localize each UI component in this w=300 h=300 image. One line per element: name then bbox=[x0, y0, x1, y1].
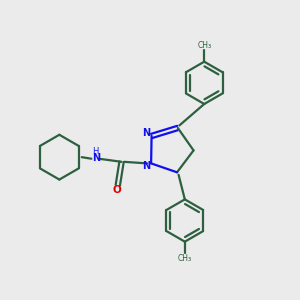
Text: H: H bbox=[93, 147, 99, 156]
Text: CH₃: CH₃ bbox=[197, 41, 211, 50]
Text: N: N bbox=[92, 153, 100, 164]
Text: N: N bbox=[142, 161, 150, 171]
Text: O: O bbox=[113, 185, 122, 195]
Text: N: N bbox=[142, 128, 151, 139]
Text: CH₃: CH₃ bbox=[178, 254, 192, 263]
